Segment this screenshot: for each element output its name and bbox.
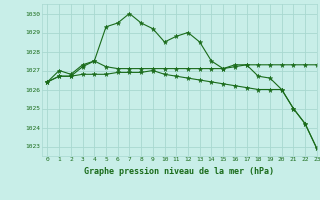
X-axis label: Graphe pression niveau de la mer (hPa): Graphe pression niveau de la mer (hPa): [84, 167, 274, 176]
